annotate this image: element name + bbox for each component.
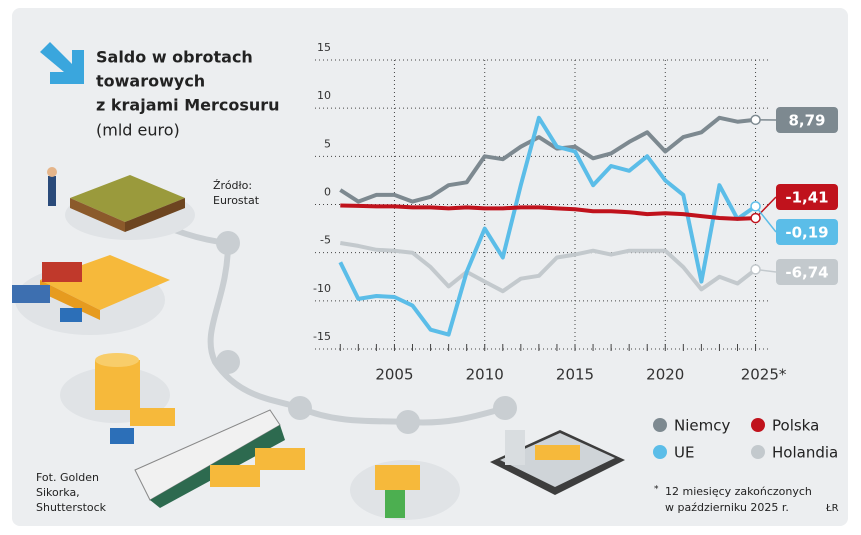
x-tick-label: 2010 bbox=[466, 366, 504, 384]
end-point bbox=[751, 265, 760, 274]
y-tick-label: 15 bbox=[317, 41, 331, 54]
x-tick-label: 2020 bbox=[646, 366, 684, 384]
y-tick-label: -15 bbox=[313, 330, 331, 343]
y-tick-label: -5 bbox=[320, 234, 331, 247]
title: z krajami Mercosuru bbox=[96, 96, 280, 115]
legend-swatch bbox=[751, 445, 765, 459]
source: Źródło: bbox=[213, 179, 252, 192]
y-tick-label: 0 bbox=[324, 186, 331, 199]
legend-label: UE bbox=[674, 444, 694, 462]
title: Saldo w obrotach bbox=[96, 48, 253, 67]
y-tick-label: -10 bbox=[313, 282, 331, 295]
y-tick-label: 10 bbox=[317, 89, 331, 102]
end-point bbox=[751, 115, 760, 124]
legend-label: Holandia bbox=[772, 444, 838, 462]
y-tick-label: 5 bbox=[324, 137, 331, 150]
chart: Saldo w obrotach towarowych z krajami Me… bbox=[0, 0, 861, 535]
end-point bbox=[751, 202, 760, 211]
legend-swatch bbox=[653, 445, 667, 459]
x-tick-label: 2015 bbox=[556, 366, 594, 384]
legend-swatch bbox=[653, 418, 667, 432]
x-tick-label: 2025* bbox=[741, 366, 787, 384]
source: Eurostat bbox=[213, 194, 260, 207]
value-label: -0,19 bbox=[785, 224, 828, 242]
photo-credit: Shutterstock bbox=[36, 501, 107, 514]
legend-label: Niemcy bbox=[674, 417, 730, 435]
footnote-marker: * bbox=[654, 485, 659, 495]
value-label: -1,41 bbox=[785, 189, 828, 207]
footnote: w październiku 2025 r. bbox=[665, 501, 789, 514]
value-label: 8,79 bbox=[788, 112, 825, 130]
title: towarowych bbox=[96, 72, 205, 91]
subtitle: (mld euro) bbox=[96, 121, 180, 140]
legend-swatch bbox=[751, 418, 765, 432]
photo-credit: Fot. Golden bbox=[36, 471, 99, 484]
photo-credit: Sikorka, bbox=[36, 486, 80, 499]
value-label: -6,74 bbox=[785, 264, 828, 282]
legend-label: Polska bbox=[772, 417, 819, 435]
end-point bbox=[751, 214, 760, 223]
author: ŁR bbox=[825, 503, 839, 514]
footnote: 12 miesięcy zakończonych bbox=[665, 485, 812, 498]
x-tick-label: 2005 bbox=[375, 366, 413, 384]
